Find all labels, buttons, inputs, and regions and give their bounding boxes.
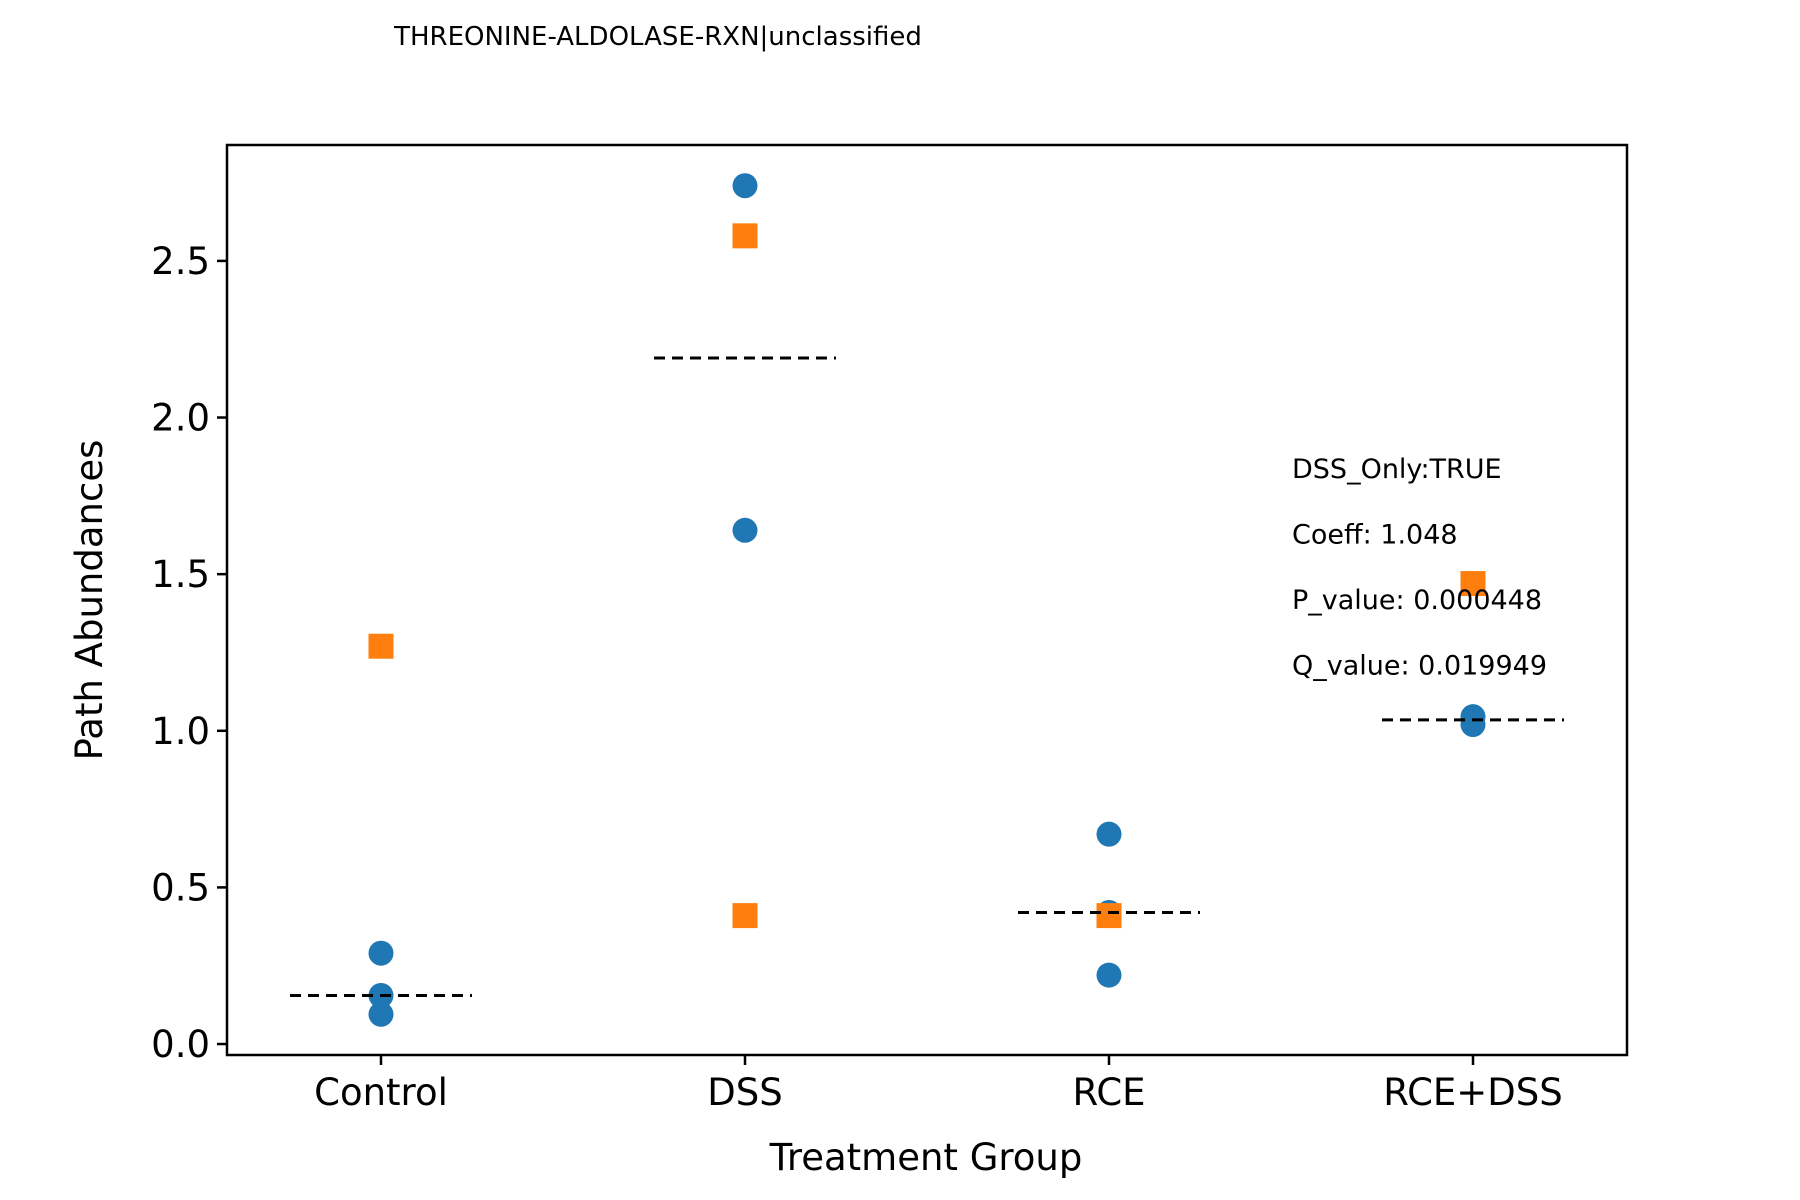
annotation-line: Coeff: 1.048 [1292, 520, 1458, 551]
x-axis: Control DSS RCE RCE+DSS [314, 1055, 1563, 1114]
y-tick-label: 0.0 [151, 1023, 210, 1066]
data-point-square [732, 903, 758, 929]
data-point-square [732, 223, 758, 249]
data-point-circle [1096, 821, 1122, 847]
y-axis: 0.0 0.5 1.0 1.5 2.0 2.5 [151, 240, 227, 1066]
data-point-square [1096, 903, 1122, 929]
x-tick-label: Control [314, 1071, 448, 1114]
data-point-circle [732, 173, 758, 199]
x-tick-label: DSS [707, 1071, 782, 1114]
y-axis-label: Path Abundances [68, 440, 111, 761]
data-point-circle [1460, 712, 1486, 738]
x-tick-label: RCE+DSS [1383, 1071, 1563, 1114]
data-point-circle [1096, 962, 1122, 988]
annotation-line: P_value: 0.000448 [1292, 585, 1542, 616]
annotation-line: Q_value: 0.019949 [1292, 651, 1547, 682]
data-point-circle [732, 517, 758, 543]
plot-frame [225, 143, 1629, 1057]
stats-annotation: DSS_Only:TRUE Coeff: 1.048 P_value: 0.0004… [1292, 454, 1547, 682]
plot-marks [290, 173, 1564, 1027]
y-tick-label: 2.0 [151, 397, 210, 440]
y-tick-label: 1.5 [151, 553, 210, 596]
x-tick-label: RCE [1072, 1071, 1145, 1114]
data-point-circle [368, 1001, 394, 1027]
y-tick-label: 2.5 [151, 240, 210, 283]
y-tick-label: 1.0 [151, 710, 210, 753]
chart-title: THREONINE-ALDOLASE-RXN|unclassified [393, 22, 922, 52]
data-point-circle [368, 940, 394, 966]
annotation-line: DSS_Only:TRUE [1292, 454, 1502, 485]
y-tick-label: 0.5 [151, 866, 210, 909]
data-point-square [368, 633, 394, 659]
data-point-square [1460, 571, 1486, 597]
x-axis-label: Treatment Group [769, 1136, 1083, 1179]
